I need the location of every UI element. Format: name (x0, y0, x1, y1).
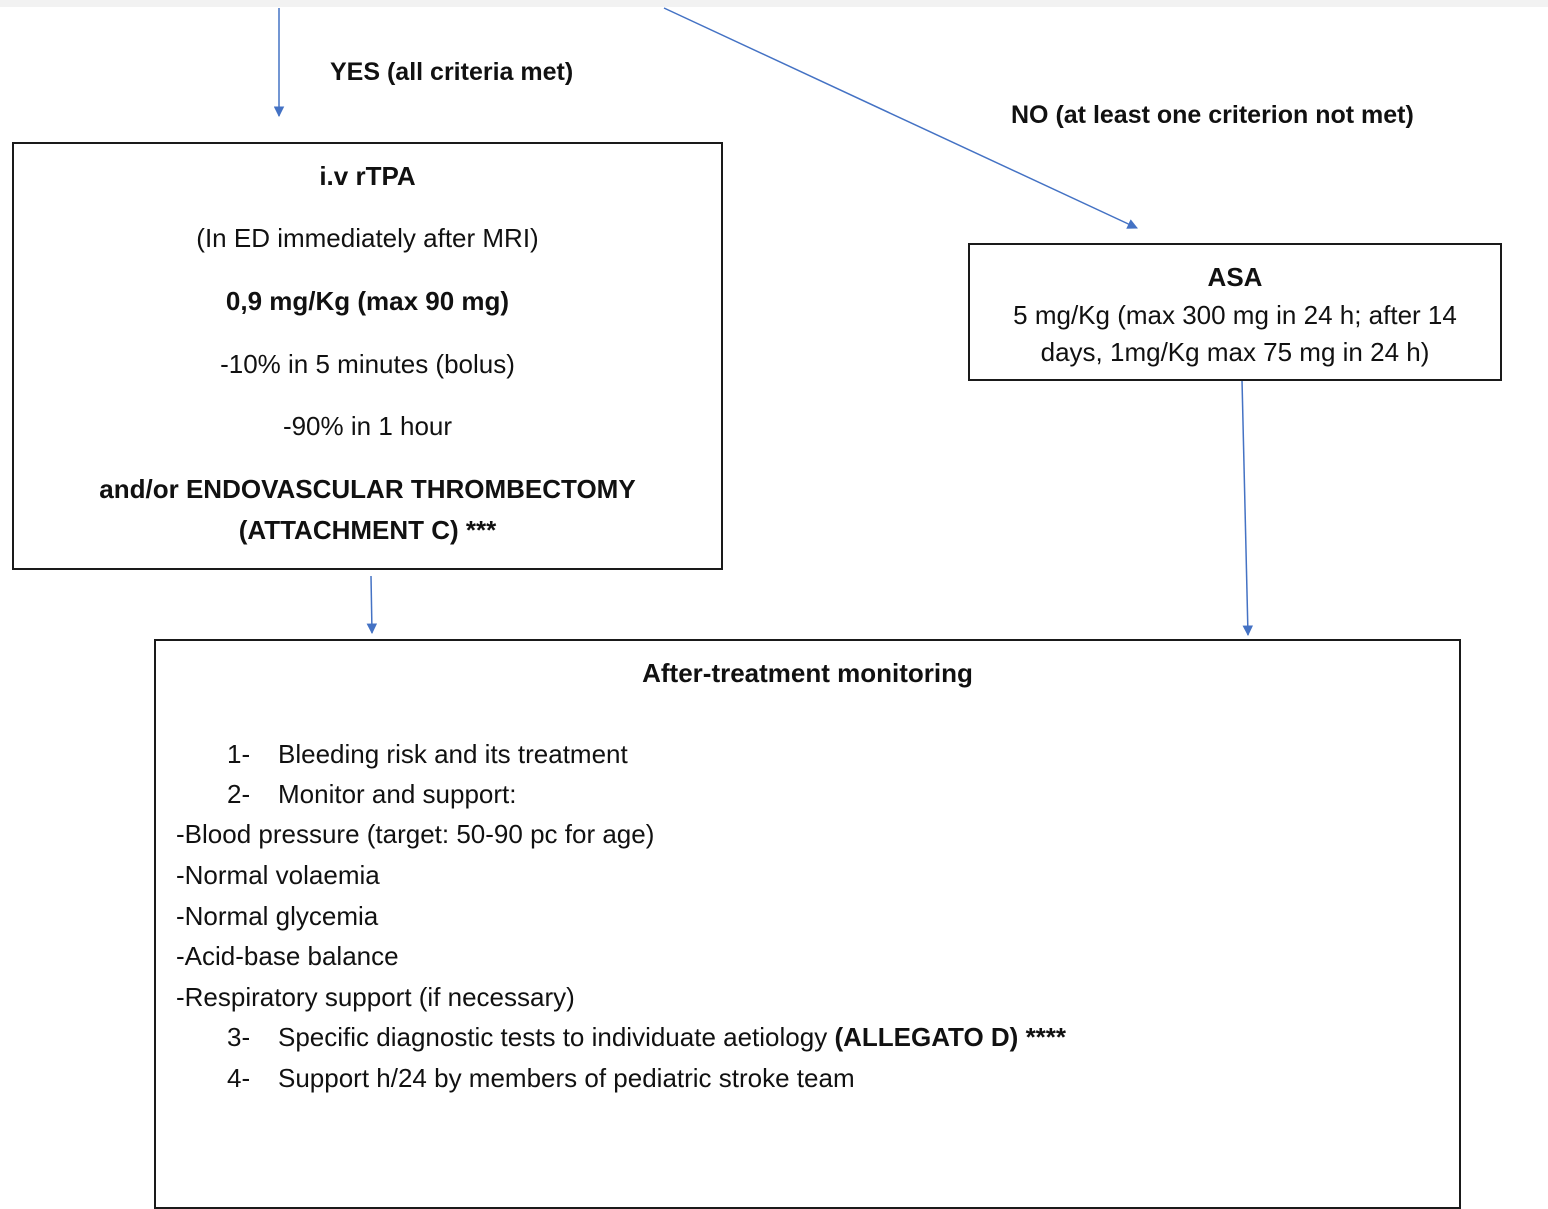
monitoring-item-4: 4- Support h/24 by members of pediatric s… (227, 1058, 855, 1098)
arrow-no (663, 7, 1138, 229)
subitem-acid-base: -Acid-base balance (176, 941, 399, 971)
subitem-volaemia: -Normal volaemia (176, 860, 380, 890)
allegato-reference: (ALLEGATO D) **** (834, 1022, 1067, 1052)
asa-dose-line1: 5 mg/Kg (max 300 mg in 24 h; after 14 (1013, 300, 1457, 330)
rtpa-setting: (In ED immediately after MRI) (196, 223, 539, 253)
monitoring-box: After-treatment monitoring 1- Bleeding ri… (154, 639, 1461, 1209)
subitem-glycemia: -Normal glycemia (176, 901, 379, 931)
top-edge-strip (0, 0, 1548, 7)
rtpa-title: i.v rTPA (319, 161, 416, 191)
monitoring-item-3: 3- Specific diagnostic tests to individua… (227, 1017, 1066, 1057)
item-number: 3- (227, 1022, 251, 1052)
monitoring-item-1: 1- Bleeding risk and its treatment (227, 734, 628, 774)
asa-box: ASA 5 mg/Kg (max 300 mg in 24 h; after 1… (968, 243, 1502, 381)
item-text: Support h/24 by members of pediatric str… (278, 1063, 855, 1093)
rtpa-box: i.v rTPA (In ED immediately after MRI) 0… (12, 142, 723, 570)
item-number: 4- (227, 1063, 251, 1093)
rtpa-attachment: (ATTACHMENT C) *** (238, 515, 497, 545)
asa-title: ASA (1207, 262, 1263, 292)
rtpa-bolus: -10% in 5 minutes (bolus) (220, 349, 515, 379)
item-number: 1- (227, 739, 251, 769)
item-text: Bleeding risk and its treatment (278, 739, 628, 769)
no-label: NO (at least one criterion not met) (1011, 101, 1414, 129)
asa-dose-line2: days, 1mg/Kg max 75 mg in 24 h) (1040, 337, 1430, 367)
item-text: Monitor and support: (278, 779, 517, 809)
yes-label: YES (all criteria met) (330, 58, 574, 86)
item-number: 2- (227, 779, 251, 809)
rtpa-dose: 0,9 mg/Kg (max 90 mg) (225, 286, 510, 316)
item-text: Specific diagnostic tests to individuate… (278, 1022, 835, 1052)
arrow-rtpa-to-monitoring (366, 575, 378, 635)
rtpa-thrombectomy: and/or ENDOVASCULAR THROMBECTOMY (99, 474, 636, 504)
monitoring-item-2: 2- Monitor and support: (227, 774, 516, 814)
monitoring-title: After-treatment monitoring (642, 658, 973, 688)
rtpa-infusion: -90% in 1 hour (282, 411, 453, 441)
subitem-respiratory: -Respiratory support (if necessary) (176, 982, 575, 1012)
subitem-blood-pressure: -Blood pressure (target: 50-90 pc for ag… (176, 819, 655, 849)
arrow-asa-to-monitoring (1241, 379, 1254, 637)
